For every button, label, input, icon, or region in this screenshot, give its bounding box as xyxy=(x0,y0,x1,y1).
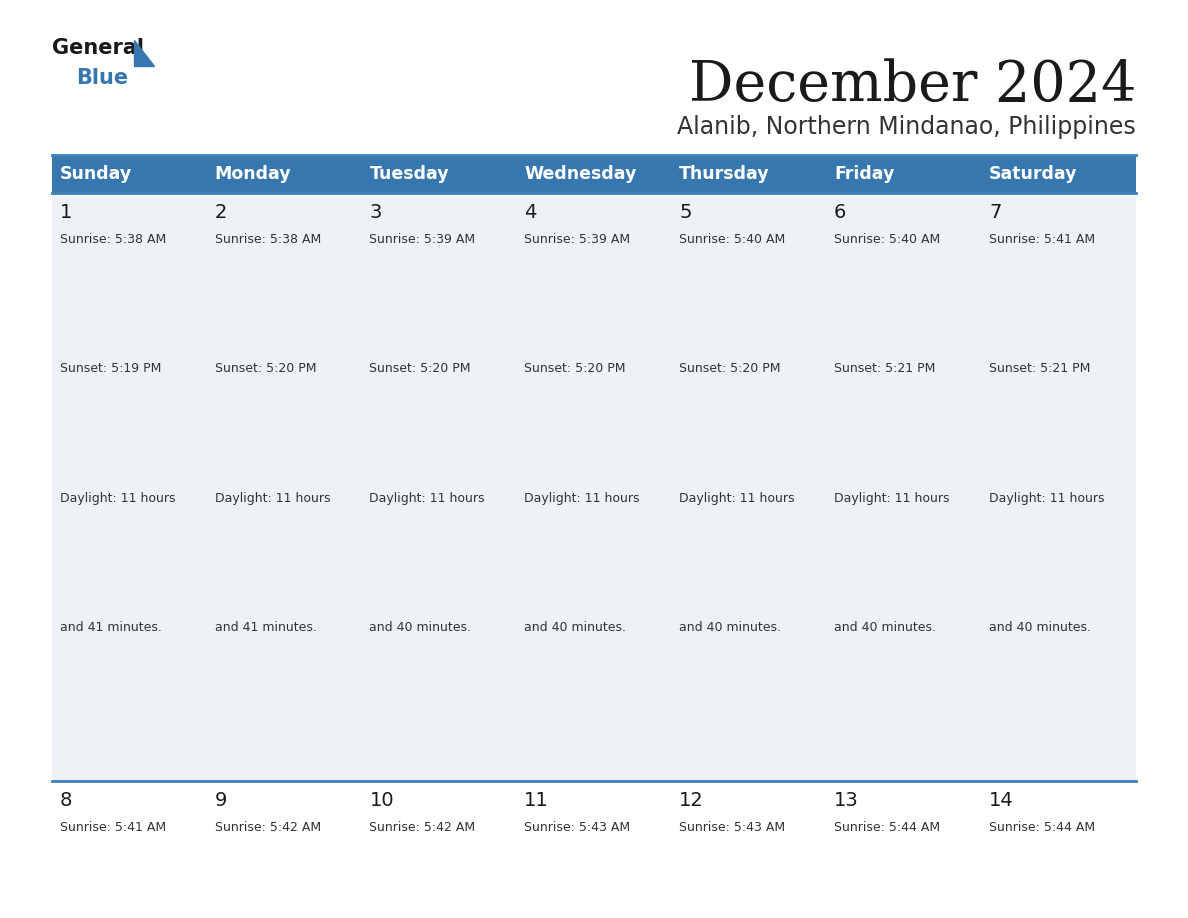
Text: and 40 minutes.: and 40 minutes. xyxy=(988,621,1091,633)
Text: Daylight: 11 hours: Daylight: 11 hours xyxy=(680,491,795,505)
Text: Sunday: Sunday xyxy=(59,165,132,183)
Bar xyxy=(361,781,517,918)
Text: 6: 6 xyxy=(834,203,846,222)
Bar xyxy=(671,781,827,918)
Bar xyxy=(671,193,827,781)
Bar xyxy=(517,155,671,193)
Text: Sunset: 5:19 PM: Sunset: 5:19 PM xyxy=(59,363,162,375)
Text: 5: 5 xyxy=(680,203,691,222)
Text: and 41 minutes.: and 41 minutes. xyxy=(215,621,316,633)
Text: Daylight: 11 hours: Daylight: 11 hours xyxy=(524,491,640,505)
Text: 13: 13 xyxy=(834,791,859,810)
Bar xyxy=(52,781,207,918)
Text: and 40 minutes.: and 40 minutes. xyxy=(680,621,782,633)
Text: Sunrise: 5:38 AM: Sunrise: 5:38 AM xyxy=(59,233,166,246)
Text: Tuesday: Tuesday xyxy=(369,165,449,183)
Bar xyxy=(52,155,207,193)
Text: Sunrise: 5:43 AM: Sunrise: 5:43 AM xyxy=(524,821,631,834)
Bar xyxy=(207,193,361,781)
Text: Daylight: 11 hours: Daylight: 11 hours xyxy=(215,491,330,505)
Text: Sunset: 5:20 PM: Sunset: 5:20 PM xyxy=(369,363,470,375)
Text: Sunrise: 5:38 AM: Sunrise: 5:38 AM xyxy=(215,233,321,246)
Text: 8: 8 xyxy=(59,791,72,810)
Text: 14: 14 xyxy=(988,791,1013,810)
Bar xyxy=(981,193,1136,781)
Text: Sunrise: 5:42 AM: Sunrise: 5:42 AM xyxy=(215,821,321,834)
Text: Sunrise: 5:40 AM: Sunrise: 5:40 AM xyxy=(680,233,785,246)
Text: Sunset: 5:20 PM: Sunset: 5:20 PM xyxy=(215,363,316,375)
Bar xyxy=(517,193,671,781)
Text: Sunrise: 5:39 AM: Sunrise: 5:39 AM xyxy=(369,233,475,246)
Text: and 40 minutes.: and 40 minutes. xyxy=(834,621,936,633)
Bar xyxy=(671,155,827,193)
Bar xyxy=(361,193,517,781)
Text: 4: 4 xyxy=(524,203,537,222)
Text: and 40 minutes.: and 40 minutes. xyxy=(524,621,626,633)
Text: Friday: Friday xyxy=(834,165,895,183)
Text: December 2024: December 2024 xyxy=(689,58,1136,113)
Text: 9: 9 xyxy=(215,791,227,810)
Text: Daylight: 11 hours: Daylight: 11 hours xyxy=(834,491,949,505)
Bar xyxy=(981,155,1136,193)
Text: Sunset: 5:20 PM: Sunset: 5:20 PM xyxy=(680,363,781,375)
Text: Sunset: 5:21 PM: Sunset: 5:21 PM xyxy=(988,363,1091,375)
Text: 3: 3 xyxy=(369,203,381,222)
Text: Sunrise: 5:41 AM: Sunrise: 5:41 AM xyxy=(59,821,166,834)
Text: 10: 10 xyxy=(369,791,394,810)
Text: Blue: Blue xyxy=(76,68,128,88)
Text: Alanib, Northern Mindanao, Philippines: Alanib, Northern Mindanao, Philippines xyxy=(677,115,1136,139)
Bar xyxy=(827,193,981,781)
Text: 12: 12 xyxy=(680,791,704,810)
Text: Sunrise: 5:41 AM: Sunrise: 5:41 AM xyxy=(988,233,1095,246)
Text: Sunrise: 5:39 AM: Sunrise: 5:39 AM xyxy=(524,233,631,246)
Text: Sunrise: 5:40 AM: Sunrise: 5:40 AM xyxy=(834,233,940,246)
Text: Saturday: Saturday xyxy=(988,165,1078,183)
Text: Daylight: 11 hours: Daylight: 11 hours xyxy=(369,491,485,505)
Text: Sunset: 5:21 PM: Sunset: 5:21 PM xyxy=(834,363,935,375)
Bar xyxy=(361,155,517,193)
Text: Daylight: 11 hours: Daylight: 11 hours xyxy=(59,491,176,505)
Text: 7: 7 xyxy=(988,203,1001,222)
Text: Sunrise: 5:42 AM: Sunrise: 5:42 AM xyxy=(369,821,475,834)
Text: Thursday: Thursday xyxy=(680,165,770,183)
Bar xyxy=(207,155,361,193)
Bar xyxy=(827,781,981,918)
Text: and 40 minutes.: and 40 minutes. xyxy=(369,621,472,633)
Bar xyxy=(981,781,1136,918)
Bar xyxy=(207,781,361,918)
Bar xyxy=(52,193,207,781)
Bar xyxy=(827,155,981,193)
Text: Sunrise: 5:43 AM: Sunrise: 5:43 AM xyxy=(680,821,785,834)
Text: Sunrise: 5:44 AM: Sunrise: 5:44 AM xyxy=(834,821,940,834)
Text: 1: 1 xyxy=(59,203,72,222)
Bar xyxy=(517,781,671,918)
Text: Daylight: 11 hours: Daylight: 11 hours xyxy=(988,491,1105,505)
Text: Monday: Monday xyxy=(215,165,291,183)
Text: Sunrise: 5:44 AM: Sunrise: 5:44 AM xyxy=(988,821,1095,834)
Text: Sunset: 5:20 PM: Sunset: 5:20 PM xyxy=(524,363,626,375)
Text: 2: 2 xyxy=(215,203,227,222)
Text: and 41 minutes.: and 41 minutes. xyxy=(59,621,162,633)
Polygon shape xyxy=(134,40,154,66)
Text: 11: 11 xyxy=(524,791,549,810)
Text: Wednesday: Wednesday xyxy=(524,165,637,183)
Text: General: General xyxy=(52,38,144,58)
